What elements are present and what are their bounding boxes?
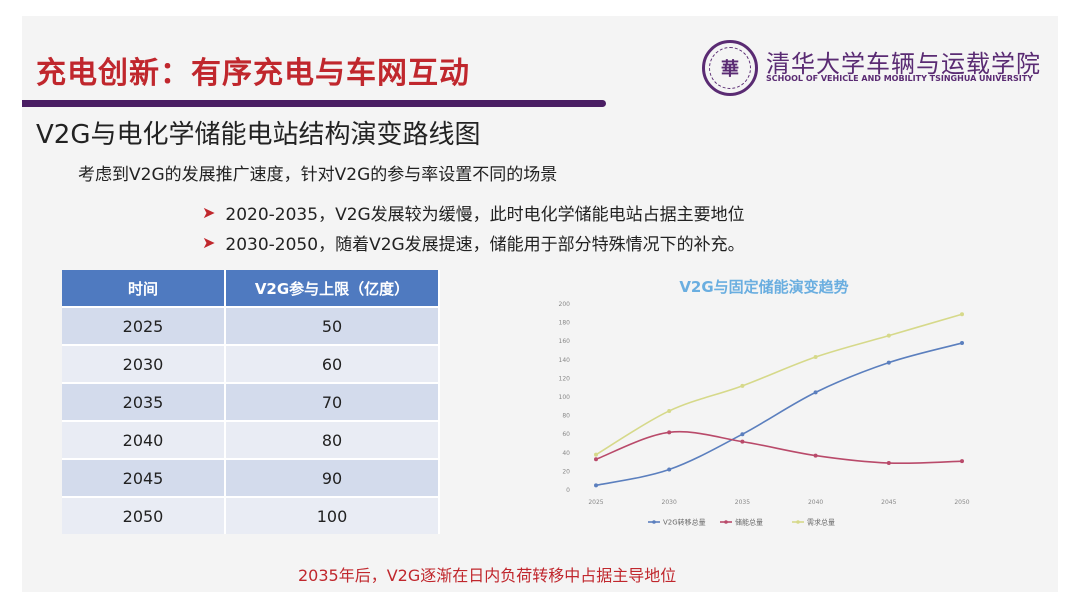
v2g-limit-table: 时间 V2G参与上限（亿度） 2025 50 2030 60 2035 70 2…	[62, 270, 440, 534]
data-point	[813, 453, 818, 458]
logo-emblem-icon: 華	[709, 47, 751, 89]
cell-year: 2050	[62, 496, 226, 534]
y-tick-label: 80	[562, 413, 570, 420]
data-point	[886, 461, 891, 466]
y-tick-label: 140	[559, 357, 571, 364]
section-subtitle: V2G与电化学储能电站结构演变路线图	[36, 120, 481, 150]
x-tick-label: 2050	[954, 499, 969, 506]
cell-year: 2035	[62, 382, 226, 421]
data-point	[813, 355, 818, 360]
table-row: 2040 80	[62, 420, 440, 459]
cell-value: 70	[225, 382, 440, 421]
data-point	[594, 457, 598, 462]
x-tick-label: 2045	[881, 499, 896, 506]
cell-value: 50	[225, 306, 440, 345]
data-point	[960, 459, 964, 464]
data-point	[886, 333, 891, 338]
data-point	[594, 483, 598, 488]
cell-value: 60	[225, 344, 440, 383]
university-logo: 華	[702, 40, 758, 96]
legend-label: 需求总量	[807, 518, 835, 527]
y-tick-label: 20	[562, 468, 570, 475]
footer-conclusion: 2035年后，V2G逐渐在日内负荷转移中占据主导地位	[298, 566, 677, 585]
main-title: 充电创新：有序充电与车网互动	[36, 56, 470, 91]
arrow-bullet-icon: ➤	[202, 203, 216, 222]
table-row: 2030 60	[62, 344, 440, 383]
y-tick-label: 60	[562, 431, 570, 438]
trend-line-chart: V2G与固定储能演变趋势 020406080100120140160180200…	[559, 278, 970, 527]
y-tick-label: 160	[559, 338, 571, 345]
bullet-item: ➤ 2020-2035，V2G发展较为缓慢，此时电化学储能电站占据主要地位	[202, 200, 745, 225]
table-row: 2050 100	[62, 496, 440, 534]
school-name-cn: 清华大学车辆与运载学院	[766, 50, 1041, 78]
bullet-text: 2030-2050，随着V2G发展提速，储能用于部分特殊情况下的补充。	[225, 235, 745, 255]
legend-label: 储能总量	[735, 518, 763, 527]
title-underline	[22, 100, 606, 107]
data-point	[813, 390, 818, 395]
series-line	[595, 430, 963, 465]
header-time: 时间	[62, 270, 226, 307]
bullet-item: ➤ 2030-2050，随着V2G发展提速，储能用于部分特殊情况下的补充。	[202, 230, 745, 255]
cell-value: 90	[225, 458, 440, 497]
legend-marker	[796, 520, 800, 524]
slide: 充电创新：有序充电与车网互动 華 清华大学车辆与运载学院 SCHOOL OF V…	[22, 16, 1058, 592]
x-tick-label: 2030	[662, 499, 677, 506]
y-tick-label: 200	[559, 301, 571, 308]
table-row: 2025 50	[62, 306, 440, 345]
y-tick-label: 40	[562, 450, 570, 457]
cell-year: 2045	[62, 458, 226, 497]
data-point	[960, 341, 964, 346]
legend-label: V2G转移总量	[663, 518, 706, 527]
y-tick-label: 0	[566, 487, 570, 494]
cell-year: 2025	[62, 306, 226, 345]
x-tick-label: 2040	[808, 499, 823, 506]
legend-marker	[652, 520, 656, 524]
y-tick-label: 100	[559, 394, 571, 401]
header-v2g-limit: V2G参与上限（亿度）	[225, 270, 440, 307]
legend-marker	[724, 520, 728, 524]
data-point	[740, 432, 745, 437]
cell-year: 2030	[62, 344, 226, 383]
chart-title: V2G与固定储能演变趋势	[679, 278, 848, 296]
intro-text: 考虑到V2G的发展推广速度，针对V2G的参与率设置不同的场景	[78, 165, 558, 185]
arrow-bullet-icon: ➤	[202, 233, 216, 252]
data-point	[740, 439, 745, 444]
series-line	[595, 313, 963, 456]
cell-value: 80	[225, 420, 440, 459]
table-row: 2035 70	[62, 382, 440, 421]
x-tick-label: 2025	[588, 499, 603, 506]
data-point	[667, 467, 672, 472]
data-point	[667, 408, 672, 413]
table-row: 2045 90	[62, 458, 440, 497]
data-point	[667, 430, 672, 435]
school-name-en: SCHOOL OF VEHICLE AND MOBILITY TSINGHUA …	[766, 74, 1034, 83]
cell-year: 2040	[62, 420, 226, 459]
x-tick-label: 2035	[735, 499, 750, 506]
series-line	[595, 342, 963, 487]
cell-value: 100	[225, 496, 440, 534]
y-tick-label: 180	[559, 320, 571, 327]
data-point	[740, 383, 745, 388]
table-header-row: 时间 V2G参与上限（亿度）	[62, 270, 440, 307]
data-point	[886, 360, 891, 365]
bullet-text: 2020-2035，V2G发展较为缓慢，此时电化学储能电站占据主要地位	[225, 205, 745, 225]
data-point	[960, 312, 964, 317]
data-point	[594, 452, 598, 457]
y-tick-label: 120	[559, 375, 571, 382]
